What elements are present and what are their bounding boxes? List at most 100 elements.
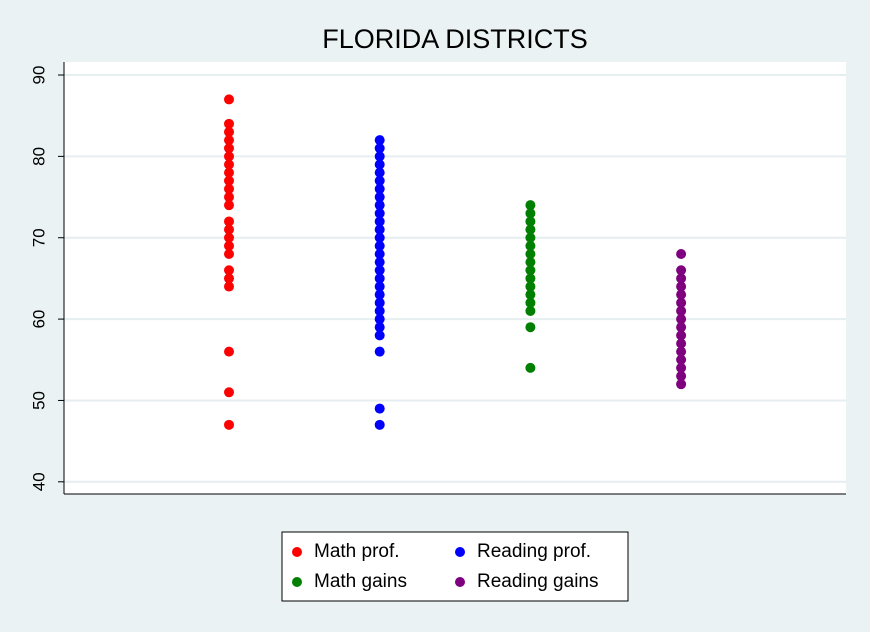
dot [374,346,385,357]
dot [525,305,536,316]
legend-marker [292,577,302,587]
dot [374,305,385,316]
dot [676,305,687,316]
dot [525,232,536,243]
legend-label: Math prof. [314,541,400,562]
dot [525,322,536,333]
dot [374,232,385,243]
dot [374,297,385,308]
dot [676,281,687,292]
dot [224,265,234,276]
y-tick-label: 40 [29,472,48,491]
dot [676,249,687,259]
dot [676,297,687,308]
dot [224,281,234,292]
dot [374,159,385,170]
dot [374,208,385,219]
dot [374,216,385,227]
legend-marker [455,547,465,557]
y-tick-label: 90 [29,66,48,85]
dot [224,192,234,203]
dot [374,192,385,203]
dot [224,419,234,430]
dot [374,314,385,325]
dot [374,249,385,259]
dot [224,240,234,251]
dot [374,143,385,154]
dot [374,183,385,194]
dot [676,265,687,276]
legend-label: Reading gains [477,571,598,592]
dot [525,208,536,219]
dot [676,338,687,349]
plot-area [64,62,846,494]
dot [525,240,536,251]
dot [374,167,385,178]
dot [224,232,234,243]
dot [374,419,385,430]
dot [224,151,234,162]
dot [676,314,687,325]
dot [525,281,536,292]
dot [525,297,536,308]
dot [374,135,385,146]
dot [224,273,234,284]
dot [525,273,536,284]
dot [224,175,234,186]
dot [525,249,536,259]
dot [224,94,234,105]
legend-label: Math gains [314,571,407,592]
dot [374,200,385,211]
dot [224,135,234,146]
dot [525,362,536,373]
dot [224,200,234,211]
dot [374,403,385,414]
dot [676,273,687,284]
dot [525,224,536,235]
dot [374,281,385,292]
dot [676,371,687,382]
legend-marker [292,547,302,557]
dot [676,322,687,333]
dot [374,175,385,186]
dot [224,159,234,170]
dot [224,118,234,129]
legend-box [281,531,629,602]
dot [525,257,536,268]
legend-label: Reading prof. [477,541,591,562]
dot [676,346,687,357]
dot [525,265,536,276]
dot [676,362,687,373]
y-tick-label: 80 [29,147,48,166]
dot [374,265,385,276]
dot [224,346,234,357]
dot [374,273,385,284]
dot [676,354,687,365]
dot [224,224,234,235]
dot [676,330,687,341]
y-tick-label: 60 [29,310,48,329]
dot [676,379,687,390]
dot [224,216,234,227]
dot [224,387,234,398]
dot [224,183,234,194]
dot [224,126,234,137]
dot [374,257,385,268]
dot [224,143,234,154]
y-tick-label: 50 [29,391,48,410]
chart-title: FLORIDA DISTRICTS [322,24,588,54]
dot [525,289,536,300]
dot [676,289,687,300]
dot [374,151,385,162]
dot [525,216,536,227]
dot [224,249,234,259]
dot [374,289,385,300]
legend-marker [455,577,465,587]
dot [374,224,385,235]
dot [374,322,385,333]
dot [224,167,234,178]
y-tick-label: 70 [29,228,48,247]
dot [374,240,385,251]
